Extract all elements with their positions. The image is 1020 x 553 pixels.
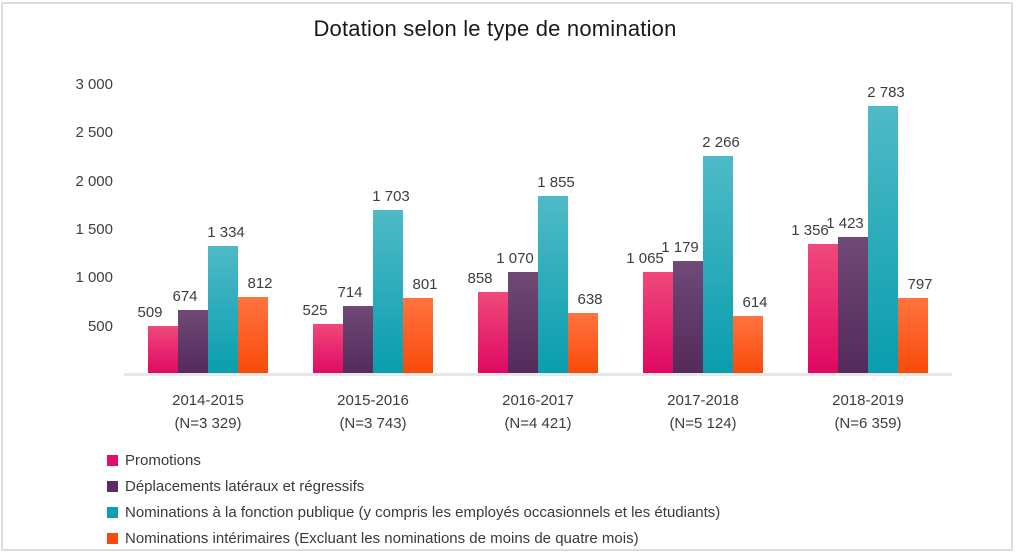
- bar-value-label: 525: [302, 302, 328, 319]
- x-axis-category-label: 2017-2018 (N=5 124): [620, 389, 786, 435]
- y-tick-label: 1 000: [75, 269, 113, 287]
- y-tick-label: 2 000: [75, 172, 113, 190]
- bar-value-label: 674: [172, 288, 198, 305]
- x-axis-category-label: 2016-2017 (N=4 421): [455, 389, 621, 435]
- bar-value-label: 2 783: [867, 84, 905, 101]
- category-year-label: 2018-2019: [832, 392, 904, 409]
- category-n-label: (N=4 421): [504, 415, 572, 432]
- legend-label: Nominations intérimaires (Excluant les n…: [125, 529, 639, 547]
- bar-value-label: 1 070: [496, 250, 534, 267]
- bar: [733, 316, 763, 375]
- bar-value-label: 1 179: [661, 239, 699, 256]
- legend-item: Nominations intérimaires (Excluant les n…: [107, 525, 720, 551]
- category-n-label: (N=3 329): [174, 415, 242, 432]
- bar-value-label: 1 065: [626, 250, 664, 267]
- y-tick-label: 2 500: [75, 124, 113, 142]
- legend-swatch: [107, 480, 118, 492]
- bar: [808, 244, 838, 375]
- bar: [643, 272, 673, 375]
- bar-value-label: 509: [137, 304, 163, 321]
- bar-value-label: 858: [467, 270, 493, 287]
- category-year-label: 2014-2015: [172, 392, 244, 409]
- legend-item: Promotions: [107, 447, 720, 473]
- bar: [343, 306, 373, 375]
- bar: [478, 292, 508, 375]
- y-tick-label: 3 000: [75, 76, 113, 93]
- bar: [403, 298, 433, 375]
- legend-item: Nominations à la fonction publique (y co…: [107, 499, 720, 525]
- category-year-label: 2015-2016: [337, 392, 409, 409]
- bar-value-label: 638: [577, 291, 603, 308]
- y-tick-label: 1 500: [75, 221, 113, 238]
- bar-value-label: 1 855: [537, 174, 575, 191]
- x-axis-line: [124, 373, 952, 376]
- category-n-label: (N=3 743): [339, 415, 407, 432]
- legend-swatch: [107, 454, 118, 466]
- bar: [208, 246, 238, 375]
- bar: [703, 156, 733, 375]
- bar: [373, 210, 403, 375]
- bar: [148, 326, 178, 375]
- bar: [538, 196, 568, 375]
- bar-value-label: 812: [247, 275, 273, 292]
- bar: [508, 272, 538, 375]
- category-year-label: 2016-2017: [502, 392, 574, 409]
- bar: [178, 310, 208, 375]
- y-tick-label: 500: [87, 317, 113, 335]
- bar-value-label: 1 423: [826, 215, 864, 232]
- bar-value-label: 801: [412, 276, 438, 293]
- bar: [673, 261, 703, 375]
- legend: Promotions Déplacements latéraux et régre…: [107, 447, 720, 551]
- legend-item: Déplacements latéraux et régressifs: [107, 473, 720, 499]
- legend-swatch: [107, 532, 118, 544]
- bar-value-label: 1 334: [207, 224, 245, 241]
- bar-value-label: 1 356: [791, 222, 829, 239]
- bar-value-label: 797: [907, 276, 933, 293]
- x-axis-category-label: 2018-2019 (N=6 359): [785, 389, 951, 435]
- x-axis-category-label: 2015-2016 (N=3 743): [290, 389, 456, 435]
- category-year-label: 2017-2018: [667, 392, 739, 409]
- chart-title: Dotation selon le type de nomination: [313, 16, 677, 41]
- bar: [868, 106, 898, 375]
- bar-value-label: 2 266: [702, 134, 740, 151]
- legend-label: Nominations à la fonction publique (y co…: [125, 503, 721, 521]
- bar-value-label: 1 703: [372, 188, 410, 205]
- legend-label: Déplacements latéraux et régressifs: [125, 477, 365, 495]
- bar-value-label: 714: [337, 284, 363, 301]
- bar: [238, 297, 268, 375]
- bar: [313, 324, 343, 375]
- bar-value-label: 614: [742, 294, 768, 311]
- bar: [898, 298, 928, 375]
- legend-label: Promotions: [125, 451, 201, 469]
- legend-swatch: [107, 506, 118, 518]
- category-n-label: (N=6 359): [834, 415, 902, 432]
- bar: [568, 313, 598, 375]
- x-axis-category-label: 2014-2015 (N=3 329): [125, 389, 291, 435]
- category-n-label: (N=5 124): [669, 415, 737, 432]
- bar: [838, 237, 868, 375]
